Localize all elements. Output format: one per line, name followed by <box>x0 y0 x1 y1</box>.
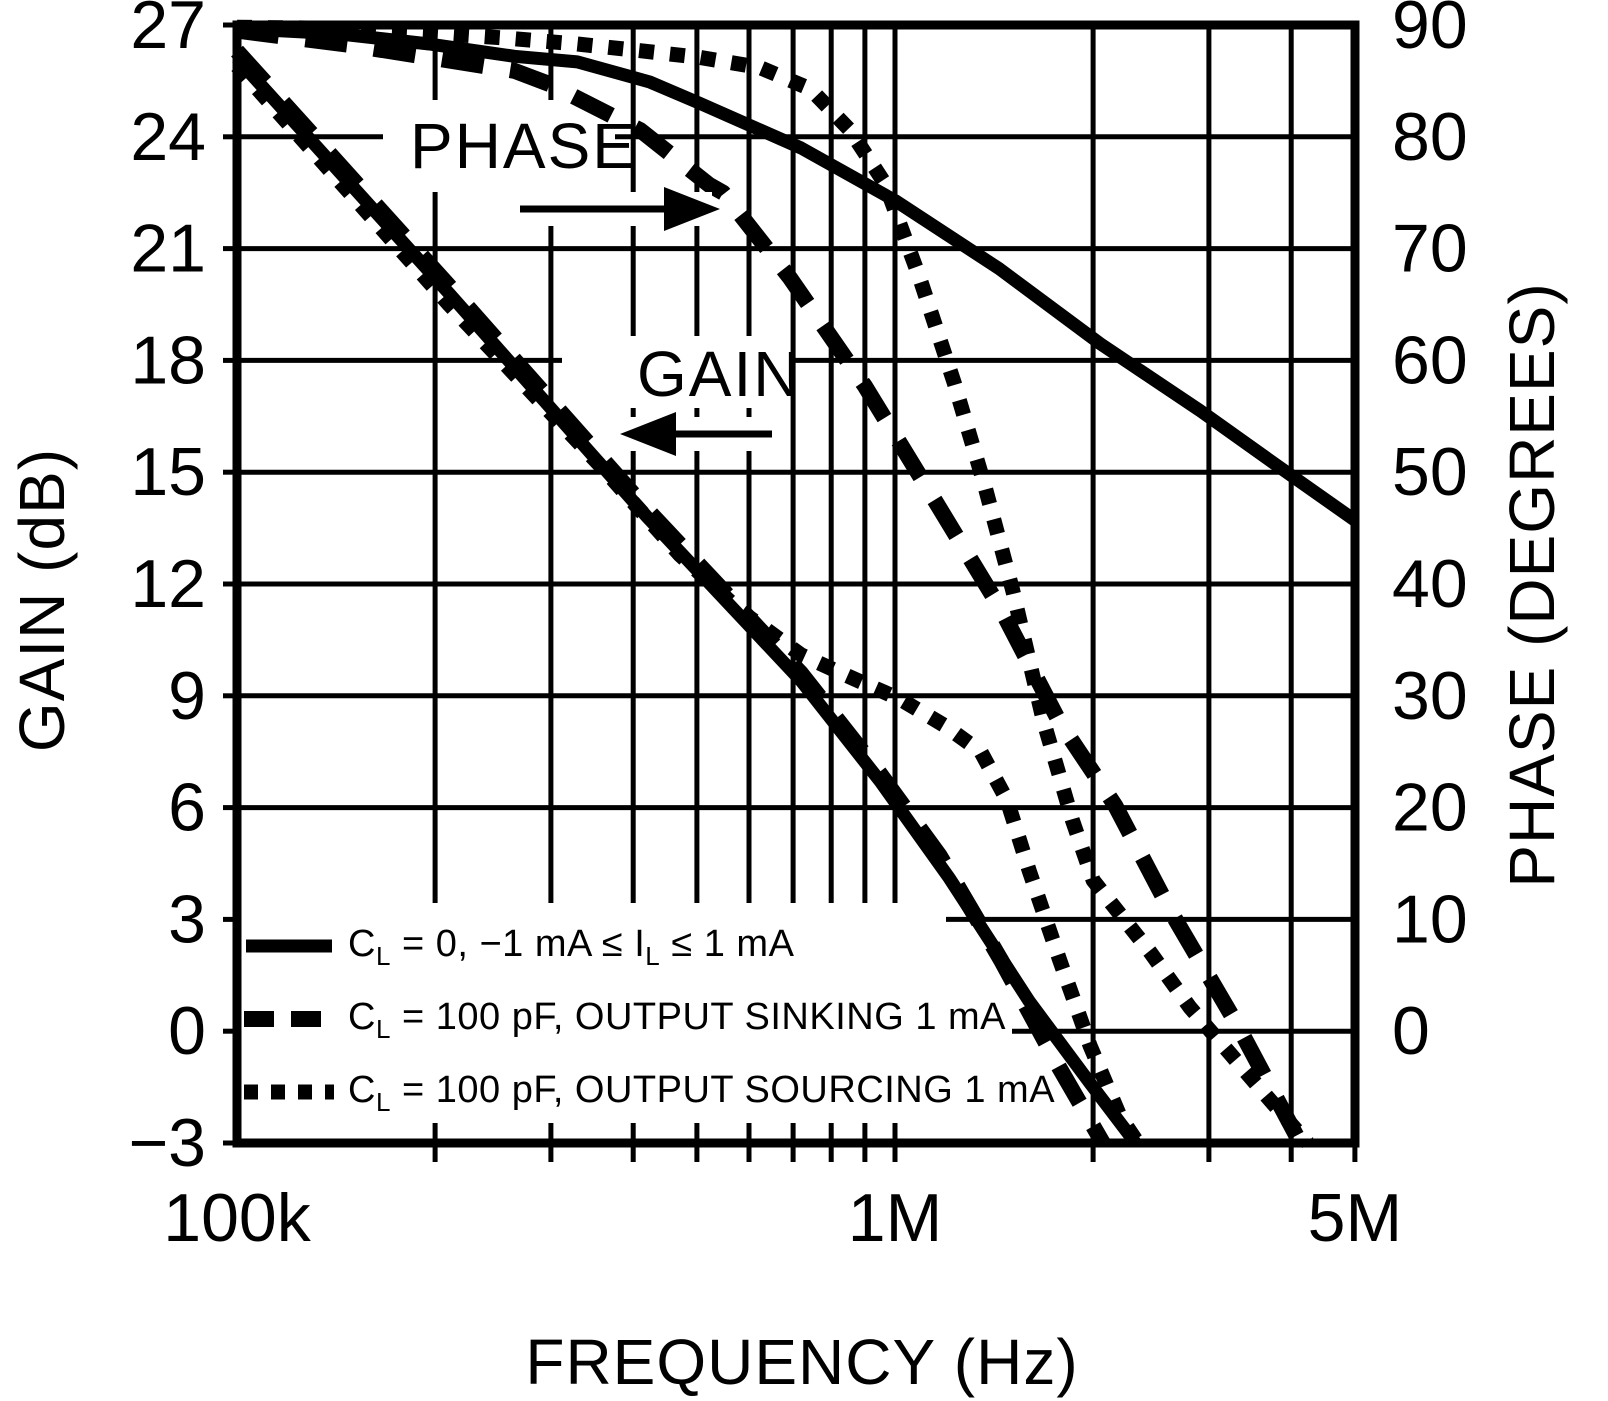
legend-text: C <box>348 996 376 1038</box>
phase-curve-solid <box>236 21 1359 526</box>
legend-text: = 100 pF, OUTPUT SINKING 1 mA <box>390 996 1007 1038</box>
right-tick-label: 0 <box>1392 993 1430 1069</box>
right-arrowhead-icon <box>664 187 720 231</box>
bottom-tick-label: 100k <box>163 1180 311 1256</box>
tick-marks <box>223 22 1358 1162</box>
legend-item-sinking: CL = 100 pF, OUTPUT SINKING 1 mA <box>348 996 1006 1045</box>
bottom-axis-title: FREQUENCY (Hz) <box>525 1326 1079 1398</box>
label-mask <box>562 336 790 408</box>
legend-subscript: L <box>375 1087 391 1117</box>
bottom-tick-label: 1M <box>848 1180 942 1256</box>
right-tick-label: 70 <box>1392 211 1468 287</box>
phase-curve-dotted <box>236 19 1314 1148</box>
label-mask <box>946 1058 1038 1122</box>
right-tick-label: 60 <box>1392 322 1468 398</box>
gridlines <box>237 25 1355 1143</box>
data-curves <box>231 19 1359 1148</box>
label-mask <box>240 903 946 1123</box>
left-tick-label: 12 <box>130 546 206 622</box>
left-tick-label: −3 <box>128 1105 206 1181</box>
legend-text: = 0, −1 mA ≤ I <box>390 923 646 965</box>
legend-text: C <box>348 923 376 965</box>
legend-text: = 100 pF, OUTPUT SOURCING 1 mA <box>390 1069 1056 1111</box>
gain-curves-label: GAIN <box>637 338 801 410</box>
legend-samples <box>244 939 334 1100</box>
right-tick-label: 30 <box>1392 658 1468 734</box>
right-axis-title: PHASE (DEGREES) <box>1496 282 1568 888</box>
tick-labels: 2724211815129630−39080706050403020100100… <box>128 0 1467 1256</box>
left-tick-label: 6 <box>168 770 206 846</box>
legend-item-sourcing: CL = 100 pF, OUTPUT SOURCING 1 mA <box>348 1069 1055 1118</box>
gain-curve-dashed <box>231 45 1110 1148</box>
phase-curves-label: PHASE <box>410 110 637 182</box>
left-tick-label: 0 <box>168 993 206 1069</box>
gain-annotation-arrow <box>620 412 772 456</box>
right-tick-label: 90 <box>1392 0 1468 63</box>
left-tick-label: 21 <box>130 211 206 287</box>
left-tick-label: 9 <box>168 658 206 734</box>
label-white-masks <box>240 100 1038 1123</box>
legend-subscript: L <box>645 941 661 971</box>
gain-curve-dotted <box>231 61 1145 1148</box>
legend-text: ≤ 1 mA <box>660 923 795 965</box>
legend-subscript: L <box>375 1014 391 1044</box>
phase-curve-dashed <box>235 22 1308 1147</box>
label-mask <box>383 100 615 192</box>
phase-annotation-arrow <box>520 187 720 231</box>
left-axis-title: GAIN (dB) <box>6 447 78 753</box>
right-tick-label: 10 <box>1392 881 1468 957</box>
left-tick-label: 15 <box>130 434 206 510</box>
legend-item-cl0: CL = 0, −1 mA ≤ IL ≤ 1 mA <box>348 923 794 972</box>
left-arrowhead-icon <box>620 412 676 456</box>
left-tick-label: 27 <box>130 0 206 63</box>
right-tick-label: 50 <box>1392 434 1468 510</box>
right-tick-label: 80 <box>1392 99 1468 175</box>
label-mask <box>946 990 1012 1048</box>
right-tick-label: 40 <box>1392 546 1468 622</box>
right-tick-label: 20 <box>1392 770 1468 846</box>
legend-subscript: L <box>375 941 391 971</box>
bottom-tick-label: 5M <box>1308 1180 1402 1256</box>
legend-text: C <box>348 1069 376 1111</box>
left-tick-label: 18 <box>130 322 206 398</box>
left-tick-label: 24 <box>130 99 206 175</box>
left-tick-label: 3 <box>168 881 206 957</box>
